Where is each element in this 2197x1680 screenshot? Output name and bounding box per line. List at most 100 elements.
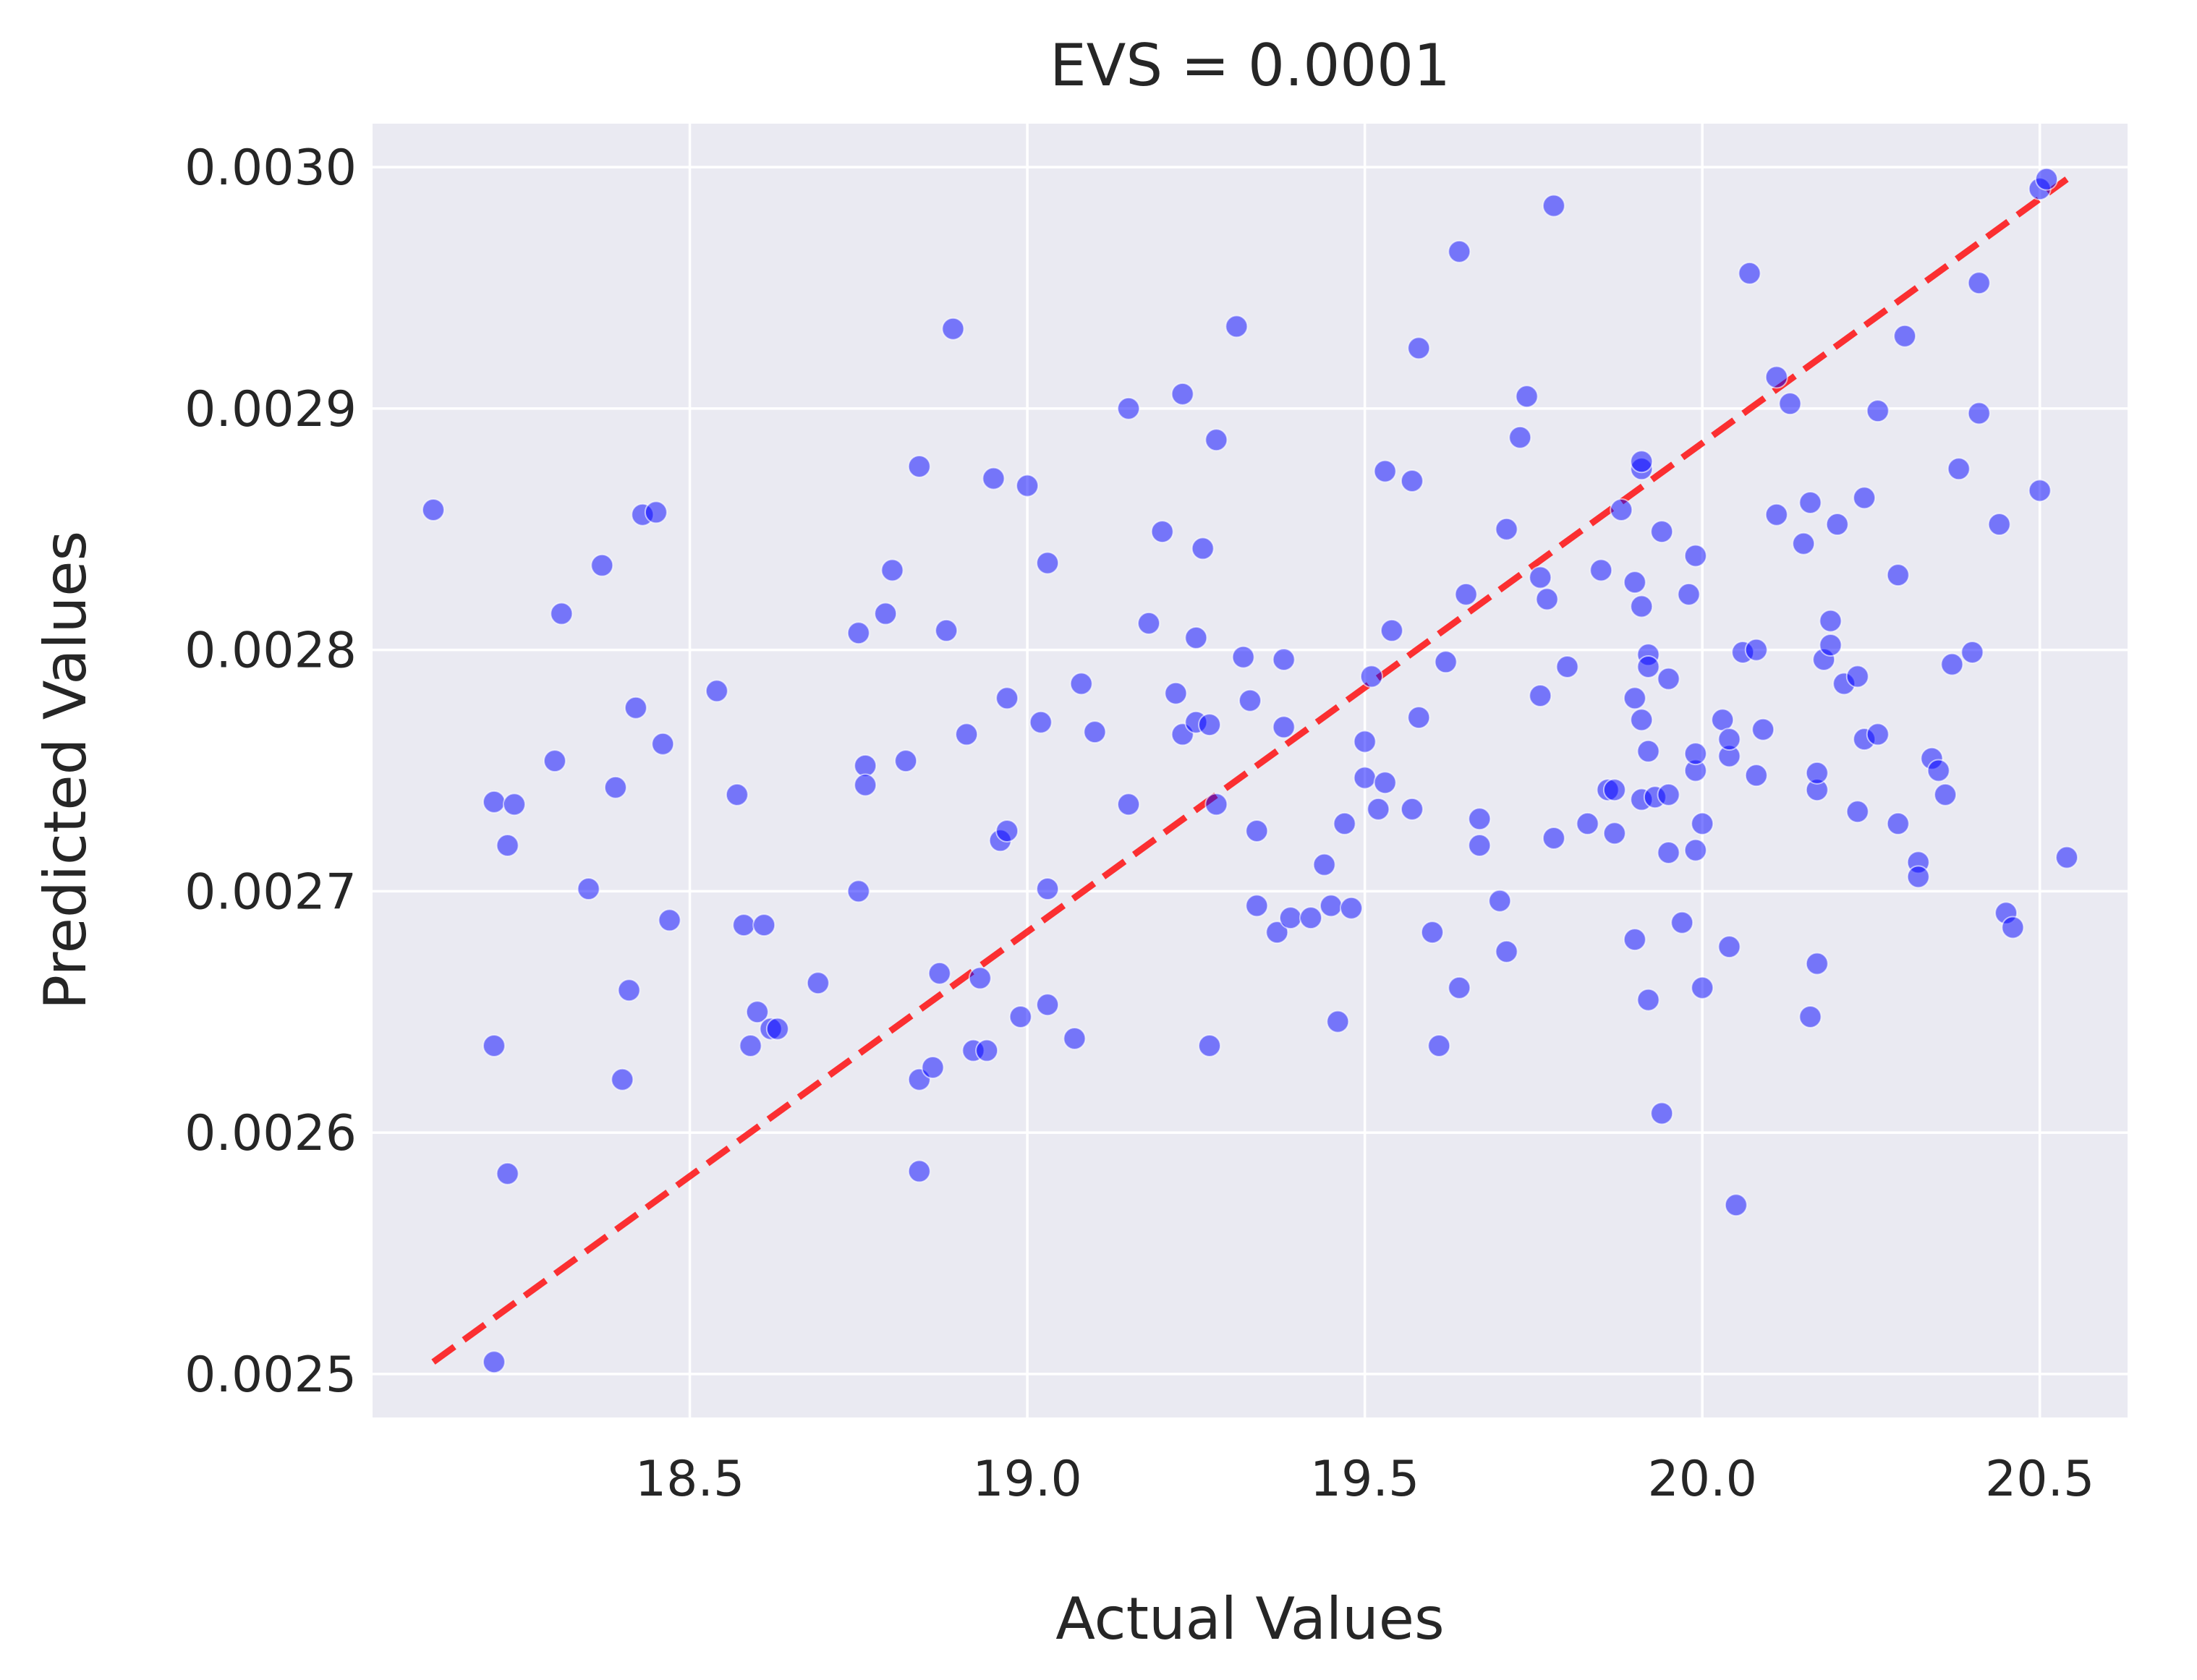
scatter-point	[1016, 474, 1040, 498]
scatter-point	[1245, 819, 1269, 843]
scatter-point	[1468, 833, 1492, 857]
scatter-point	[543, 749, 566, 773]
scatter-point	[550, 602, 574, 626]
scatter-point	[874, 602, 898, 626]
scatter-point	[1711, 708, 1735, 732]
x-axis-label: Actual Values	[1055, 1585, 1444, 1653]
scatter-point	[1717, 935, 1741, 959]
scatter-point	[935, 618, 959, 642]
scatter-point	[995, 686, 1019, 710]
scatter-point	[1691, 976, 1714, 999]
scatter-point	[1778, 392, 1802, 416]
scatter-point	[496, 833, 519, 857]
scatter-point	[1630, 450, 1654, 474]
scatter-point	[1906, 865, 1930, 889]
scatter-point	[975, 1039, 999, 1062]
scatter-point	[1063, 1026, 1087, 1050]
scatter-point	[1610, 498, 1633, 522]
scatter-point	[968, 966, 992, 990]
scatter-point	[1529, 684, 1552, 708]
scatter-point	[705, 679, 728, 703]
scatter-point	[1319, 894, 1343, 918]
scatter-point	[1657, 840, 1680, 864]
scatter-point	[1184, 626, 1208, 649]
scatter-point	[732, 913, 756, 937]
scatter-point	[2001, 916, 2025, 939]
y-tick-label: 0.0027	[184, 864, 357, 921]
scatter-point	[1967, 271, 1991, 295]
scatter-point	[1555, 654, 1579, 678]
scatter-point	[1448, 976, 1471, 999]
scatter-point	[2055, 845, 2079, 869]
reference-line-layer	[431, 176, 2069, 1365]
scatter-point	[577, 877, 600, 901]
scatter-point	[1589, 558, 1613, 582]
x-tick-labels: 18.5 19.0 19.5 20.0 20.5	[635, 1451, 2095, 1508]
scatter-point	[624, 696, 647, 720]
scatter-point	[1117, 793, 1141, 816]
scatter-point	[1934, 783, 1958, 806]
scatter-points	[421, 167, 2079, 1374]
scatter-point	[1683, 838, 1707, 862]
scatter-point	[1373, 771, 1397, 795]
scatter-point	[1198, 1033, 1222, 1057]
scatter-point	[1231, 645, 1255, 669]
scatter-point	[1373, 459, 1397, 483]
chart-title: EVS = 0.0001	[1050, 32, 1450, 99]
scatter-point	[658, 908, 681, 932]
y-axis-label: Predicted Values	[32, 531, 99, 1010]
reference-line	[431, 176, 2069, 1365]
scatter-point	[941, 317, 965, 341]
scatter-point	[1886, 563, 1910, 587]
scatter-point	[854, 773, 877, 797]
scatter-point	[1866, 722, 1890, 746]
scatter-point	[921, 1056, 945, 1080]
scatter-point	[421, 498, 445, 522]
scatter-point	[1299, 906, 1322, 930]
scatter-point	[1650, 1101, 1674, 1125]
scatter-point	[1245, 894, 1269, 918]
scatter-point	[1150, 520, 1174, 544]
scatter-point	[1170, 382, 1194, 406]
scatter-point	[1967, 401, 1991, 425]
scatter-point	[1798, 1005, 1822, 1028]
scatter-point	[1960, 640, 1984, 664]
scatter-point	[1866, 399, 1890, 423]
scatter-point	[1036, 551, 1060, 575]
scatter-point	[1326, 1010, 1350, 1033]
scatter-point	[1947, 457, 1971, 481]
scatter-point	[1657, 783, 1680, 806]
scatter-point	[1623, 686, 1646, 710]
x-tick-label: 20.0	[1647, 1451, 1756, 1508]
scatter-point	[1225, 315, 1249, 338]
scatter-point	[482, 790, 506, 814]
y-tick-label: 0.0029	[184, 381, 357, 438]
scatter-point	[1623, 928, 1646, 952]
scatter-point	[1764, 365, 1788, 389]
scatter-point	[1987, 513, 2011, 537]
scatter-point	[1515, 385, 1539, 409]
scatter-point	[1137, 611, 1161, 635]
y-tick-label: 0.0026	[184, 1105, 357, 1162]
scatter-point	[502, 793, 526, 816]
scatter-point	[1488, 889, 1512, 913]
scatter-point	[1886, 811, 1910, 835]
scatter-point	[880, 558, 904, 582]
scatter-point	[1238, 688, 1262, 712]
x-tick-label: 18.5	[635, 1451, 744, 1508]
scatter-point	[1508, 425, 1532, 449]
scatter-point	[1724, 1193, 1748, 1217]
scatter-point	[1529, 566, 1552, 589]
scatter-point	[1380, 618, 1403, 642]
scatter-point	[1420, 921, 1444, 945]
scatter-point	[1751, 717, 1775, 741]
scatter-point	[1427, 1033, 1451, 1057]
scatter-point	[1683, 544, 1707, 568]
scatter-point	[1853, 486, 1877, 510]
scatter-point	[1845, 665, 1869, 688]
scatter-point	[1805, 952, 1829, 976]
scatter-point	[1448, 239, 1471, 263]
scatter-point	[765, 1017, 789, 1041]
scatter-point	[846, 621, 870, 645]
scatter-point	[1650, 520, 1674, 544]
